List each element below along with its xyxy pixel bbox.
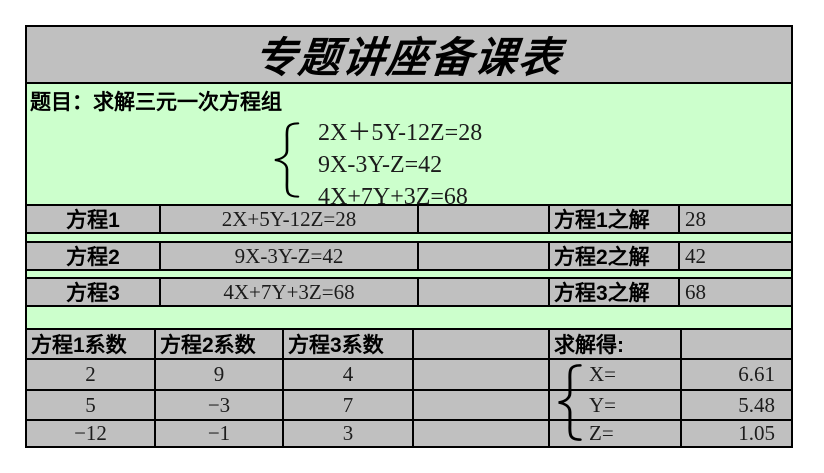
eq2-formula-cell[interactable]: 9X-3Y-Z=42 [159,243,417,269]
topic-cell: 题目：求解三元一次方程组 [30,91,282,114]
coef-cell[interactable]: 9 [154,360,282,389]
equation-system: 2X＋5Y-12Z=28 9X-3Y-Z=42 4X+7Y+3Z=68 [318,117,482,213]
coef-cell[interactable]: −1 [154,421,282,446]
coefficients-header-row: 方程1系数 方程2系数 方程3系数 求解得: [27,328,791,358]
empty-cell[interactable] [680,330,791,358]
worksheet: 专题讲座备课表 题目：求解三元一次方程组 2X＋5Y-12Z=28 9X-3Y-… [25,25,793,448]
title-cell: 专题讲座备课表 [27,27,791,84]
coef-cell[interactable]: 3 [282,421,412,446]
eq1-solution-value-cell[interactable]: 28 [678,206,791,232]
result-z-cell[interactable]: 1.05 [680,421,791,446]
coef-cell[interactable]: 7 [282,391,412,419]
solve-label-cell: 求解得: [548,330,680,358]
coef-header3-cell: 方程3系数 [282,330,412,358]
empty-cell[interactable] [417,279,548,305]
empty-cell[interactable] [412,360,548,389]
eq3-solution-label-cell: 方程3之解 [548,279,678,305]
equation-line-1: 2X＋5Y-12Z=28 [318,120,483,146]
eq1-formula-cell[interactable]: 2X+5Y-12Z=28 [159,206,417,232]
result-y-cell[interactable]: 5.48 [680,391,791,419]
coef-cell[interactable]: −3 [154,391,282,419]
equations-brace-icon [274,122,300,198]
equation-line-2: 9X-3Y-Z=42 [318,152,443,178]
eq3-solution-value-cell[interactable]: 68 [678,279,791,305]
coef-cell[interactable]: 2 [85,362,96,386]
result-x-cell[interactable]: 6.61 [680,360,791,389]
equation-row: 方程2 9X-3Y-Z=42 方程2之解 42 [27,241,791,271]
coefficient-row: −12 −1 3 Z= 1.05 [27,419,791,446]
coef-header1-cell: 方程1系数 [31,334,127,357]
eq1-label-cell: 方程1 [66,209,120,232]
coefficient-row: 2 9 4 X= 6.61 [27,358,791,389]
solutions-brace-icon [558,364,582,441]
empty-cell[interactable] [417,206,548,232]
empty-cell[interactable] [417,243,548,269]
empty-cell[interactable] [412,330,548,358]
eq3-label-cell: 方程3 [66,282,120,305]
equation-row: 方程3 4X+7Y+3Z=68 方程3之解 68 [27,277,791,307]
coef-cell[interactable]: 4 [282,360,412,389]
coef-cell[interactable]: −12 [74,421,107,445]
page-title: 专题讲座备课表 [252,34,566,81]
coefficient-row: 5 −3 7 Y= 5.48 [27,389,791,419]
eq2-solution-value-cell[interactable]: 42 [678,243,791,269]
eq1-solution-label-cell: 方程1之解 [548,206,678,232]
unknown-y-cell: Y= [548,391,680,419]
unknown-x-cell: X= [548,360,680,389]
eq2-solution-label-cell: 方程2之解 [548,243,678,269]
empty-cell[interactable] [412,391,548,419]
coef-header2-cell: 方程2系数 [154,330,282,358]
eq2-label-cell: 方程2 [66,246,120,269]
empty-cell[interactable] [412,421,548,446]
eq3-formula-cell[interactable]: 4X+7Y+3Z=68 [159,279,417,305]
coef-cell[interactable]: 5 [85,392,96,417]
unknown-z-cell: Z= [548,421,680,446]
equation-row: 方程1 2X+5Y-12Z=28 方程1之解 28 [27,204,791,234]
